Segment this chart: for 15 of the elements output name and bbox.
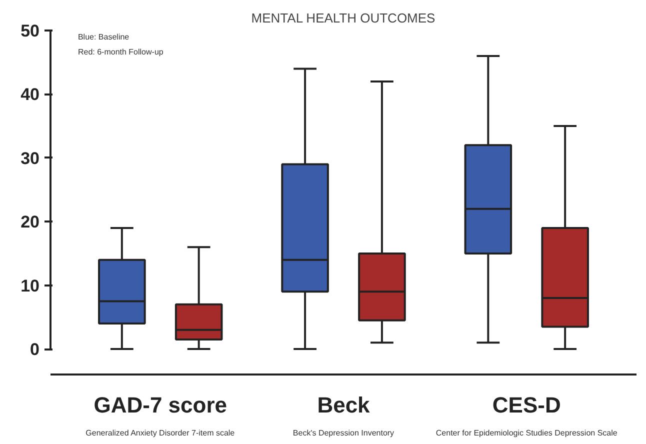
x-tick-label: Beck: [317, 392, 371, 418]
text: Center for Epidemiologic Studies Depression Scale: [436, 428, 618, 438]
y-tick-label: 20: [20, 212, 40, 232]
y-tick-label: 50: [20, 22, 40, 40]
y-tick-label: 40: [20, 85, 40, 104]
text: Beck's Depression Inventory: [292, 428, 394, 438]
x-tick-label: GAD-7 score: [94, 392, 228, 418]
annotation: Blue: Baseline: [78, 32, 130, 42]
x-tick-label: CES-D: [492, 392, 561, 418]
chart-title: MENTAL HEALTH OUTCOMES: [251, 10, 436, 26]
y-tick-label: 10: [20, 276, 40, 296]
text: Generalized Anxiety Disorder 7-item scale: [86, 428, 236, 438]
annotation: Red: 6-month Follow-up: [78, 48, 164, 57]
y-tick-label: 30: [20, 148, 40, 168]
y-tick-label: 0: [30, 340, 40, 360]
